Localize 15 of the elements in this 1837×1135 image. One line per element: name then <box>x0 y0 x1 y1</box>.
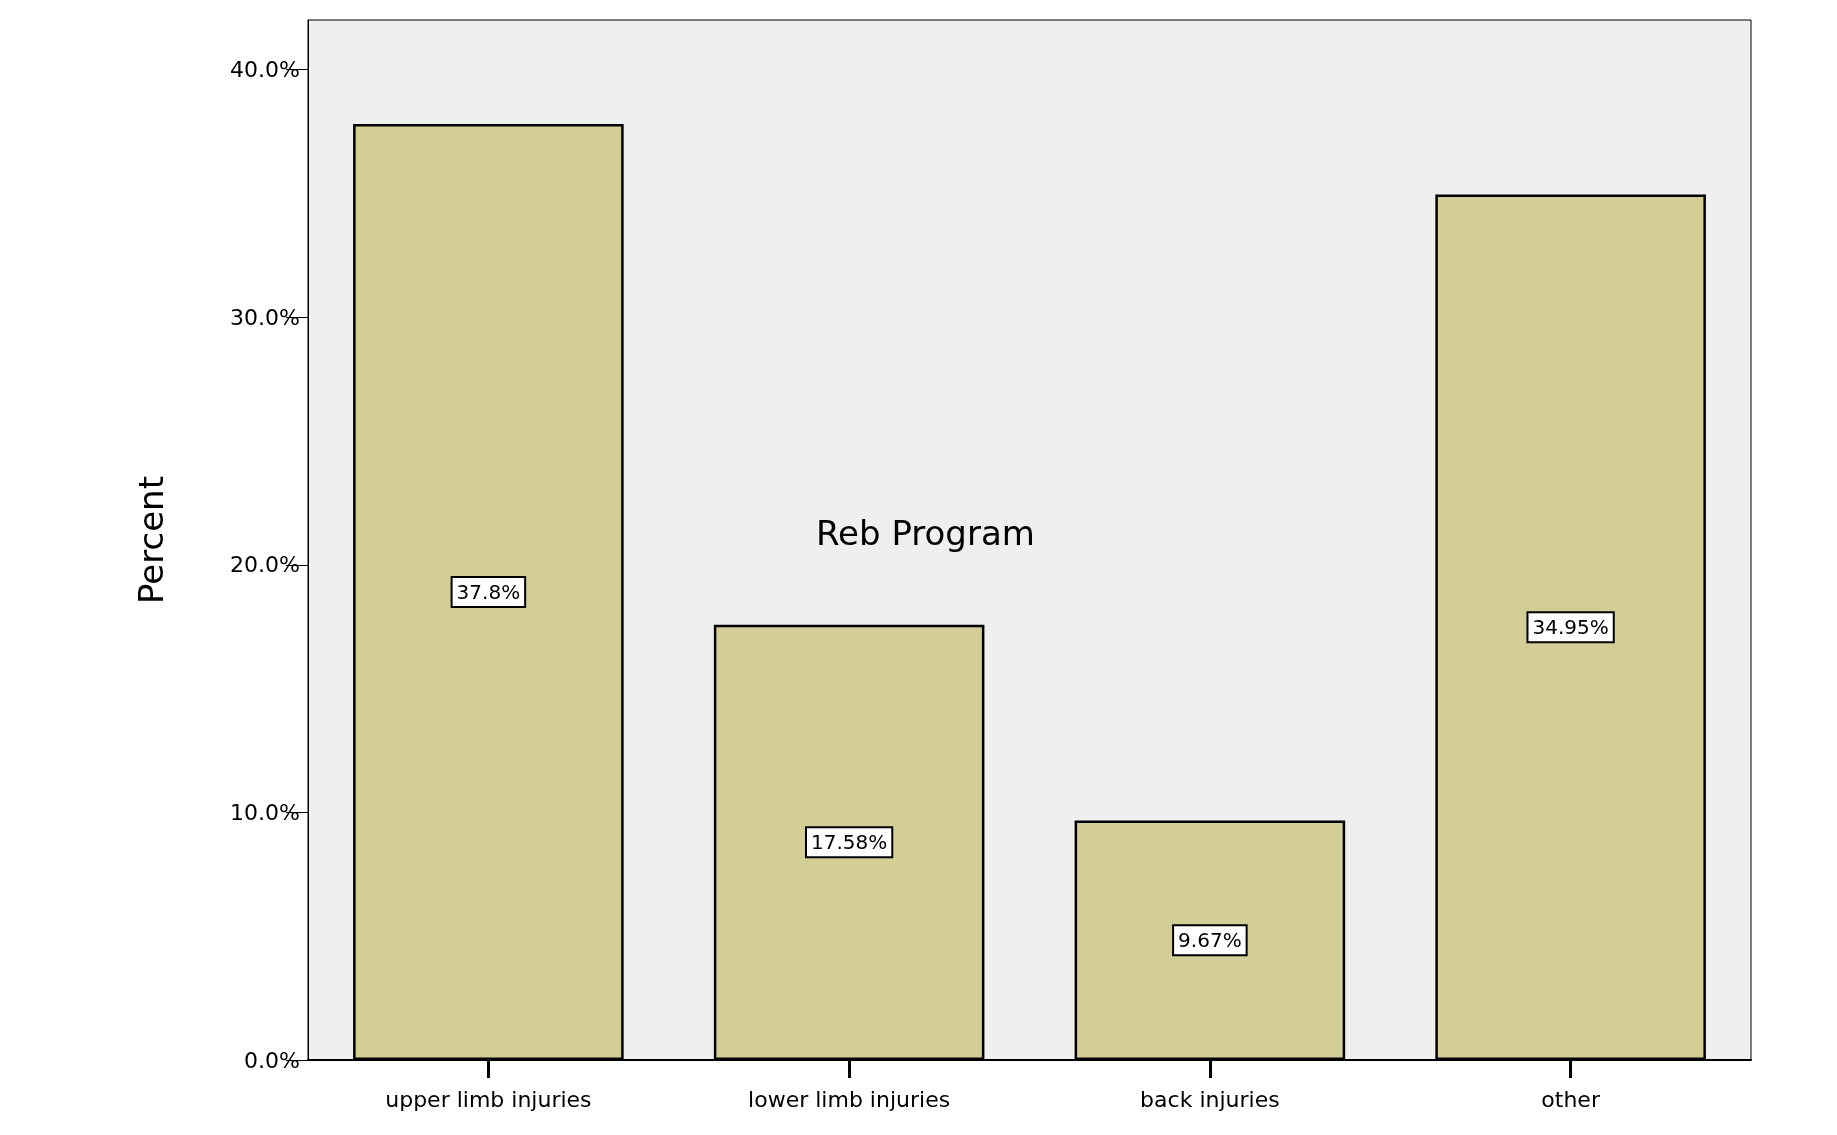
x-tick-label: upper limb injuries <box>385 1086 592 1112</box>
data-label: 37.8% <box>456 580 521 604</box>
data-label: 17.58% <box>810 830 888 855</box>
y-axis-title: Percent <box>131 476 171 604</box>
y-tick-label: 0.0% <box>244 1047 300 1073</box>
x-tick-label: other <box>1541 1086 1601 1112</box>
text: Reb Program <box>816 513 1035 553</box>
x-tick-label: back injuries <box>1140 1086 1280 1112</box>
data-label: 34.95% <box>1532 615 1609 640</box>
y-tick-label: 40.0% <box>230 57 300 83</box>
y-tick-label: 10.0% <box>230 799 300 825</box>
y-tick-label: 30.0% <box>230 304 300 330</box>
y-tick-label: 20.0% <box>230 552 300 578</box>
x-tick-label: lower limb injuries <box>748 1086 951 1112</box>
data-label: 9.67% <box>1178 928 1242 953</box>
